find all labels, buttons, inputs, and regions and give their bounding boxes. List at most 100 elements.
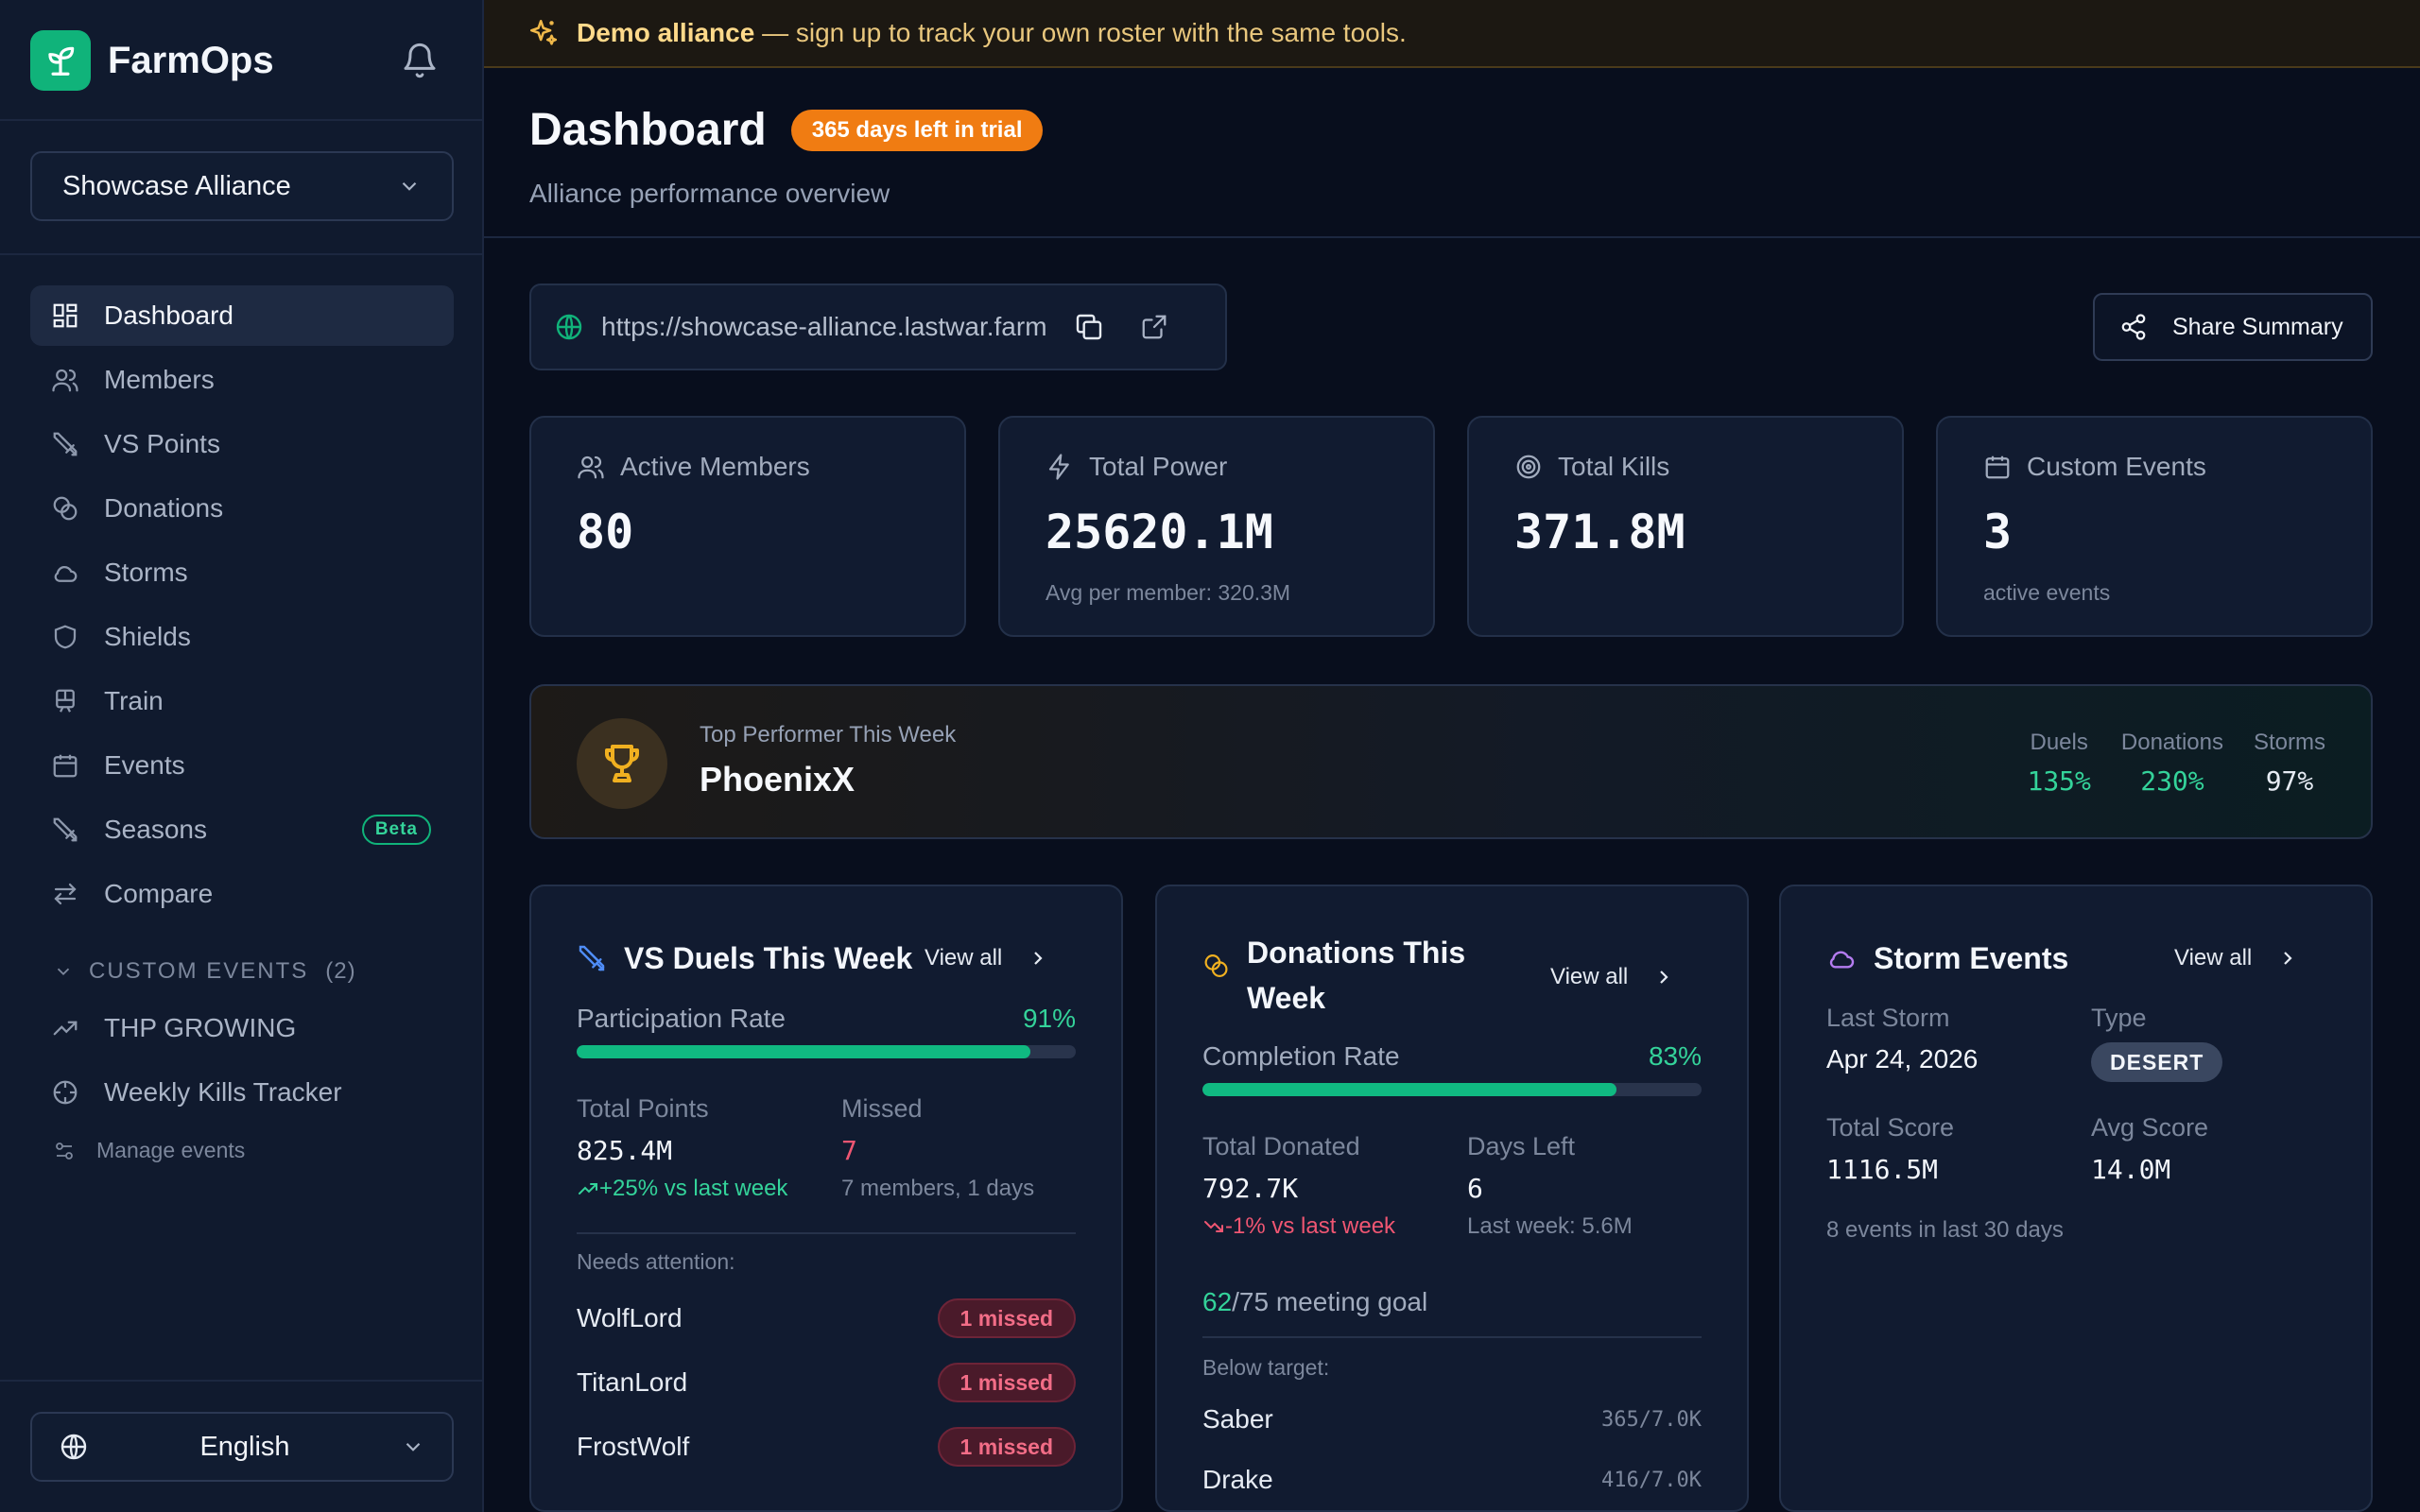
top-performer-stat: Storms 97% xyxy=(2254,730,2325,797)
progress-fill xyxy=(1202,1083,1617,1096)
view-all-link[interactable]: View all xyxy=(1550,964,1675,990)
kv-label: Total Score xyxy=(1826,1113,1955,1142)
list-item[interactable]: FrostWolf 1 missed xyxy=(577,1427,1076,1467)
chevron-right-icon xyxy=(2284,952,2292,965)
share-summary-button[interactable]: Share Summary xyxy=(2093,293,2373,361)
banner-text: — sign up to track your own roster with … xyxy=(754,18,1407,47)
card-title: VS Duels This Week xyxy=(624,941,913,975)
copy-icon[interactable] xyxy=(1074,312,1104,342)
list-item[interactable]: WolfLord 1 missed xyxy=(577,1298,1076,1338)
stat-label: Custom Events xyxy=(2027,452,2206,481)
demo-banner: Demo alliance — sign up to track your ow… xyxy=(484,0,2420,68)
storm-events-card: Storm Events View all Last Storm Apr 24,… xyxy=(1779,885,2373,1512)
coins-icon xyxy=(53,496,78,521)
member-name: TitanLord xyxy=(577,1367,688,1397)
top-performer-name: PhoenixX xyxy=(700,760,856,799)
sidebar-item-shields[interactable]: Shields xyxy=(30,607,454,667)
stat-label: Donations xyxy=(2120,730,2223,755)
brand[interactable]: FarmOps xyxy=(30,30,274,91)
crosshair-icon xyxy=(53,1080,78,1105)
kv-value: 7 xyxy=(841,1135,857,1166)
trophy-icon xyxy=(577,718,667,809)
stat-card-active-members: Active Members 80 xyxy=(529,416,966,637)
kv-value: 14.0M xyxy=(2091,1154,2171,1185)
rate-label: Completion Rate xyxy=(1202,1041,1400,1071)
sidebar-item-label: THP GROWING xyxy=(104,1013,297,1042)
sidebar-item-train[interactable]: Train xyxy=(30,671,454,731)
kv-detail: Last week: 5.6M xyxy=(1467,1213,1633,1239)
dashboard-icon xyxy=(53,303,78,328)
storm-type-badge: DESERT xyxy=(2091,1042,2223,1082)
sidebar-divider xyxy=(0,1380,482,1382)
alliance-url[interactable]: https://showcase-alliance.lastwar.farm xyxy=(601,312,1047,341)
sidebar-item-seasons[interactable]: Seasons Beta xyxy=(30,799,454,860)
sidebar-item-label: Donations xyxy=(104,493,224,523)
globe-icon xyxy=(60,1434,87,1460)
trending-up-icon xyxy=(579,1183,597,1194)
custom-events-toggle[interactable]: CUSTOM EVENTS (2) xyxy=(53,958,356,985)
compare-arrows-icon xyxy=(54,883,77,905)
member-name: WolfLord xyxy=(577,1303,683,1332)
sidebar-item-compare[interactable]: Compare xyxy=(30,864,454,924)
alliance-select[interactable]: Showcase Alliance xyxy=(30,151,454,221)
sidebar-item-label: Dashboard xyxy=(104,301,233,330)
bell-icon[interactable] xyxy=(401,42,439,79)
manage-events-label: Manage events xyxy=(96,1138,246,1162)
goal-summary: 62/75 meeting goal xyxy=(1202,1287,1427,1317)
sidebar-item-members[interactable]: Members xyxy=(30,350,454,410)
header-divider xyxy=(484,236,2420,238)
sidebar-item-dashboard[interactable]: Dashboard xyxy=(30,285,454,346)
sidebar-item-vs-points[interactable]: VS Points xyxy=(30,414,454,474)
below-target-label: Below target: xyxy=(1202,1355,1330,1380)
language-select-value: English xyxy=(199,1431,290,1462)
top-performer-stat: Duels 135% xyxy=(2027,730,2090,797)
kv-value: 6 xyxy=(1467,1173,1483,1204)
kv-label: Total Points xyxy=(577,1094,709,1123)
chevron-down-icon xyxy=(57,968,70,976)
view-all-link[interactable]: View all xyxy=(925,945,1049,971)
sliders-icon xyxy=(56,1142,73,1160)
sparkles-icon xyxy=(529,19,558,45)
trending-down-icon xyxy=(1204,1221,1223,1232)
kv-label: Total Donated xyxy=(1202,1132,1360,1160)
manage-events-link[interactable]: Manage events xyxy=(53,1138,245,1163)
list-item[interactable]: TitanLord 1 missed xyxy=(577,1363,1076,1402)
sidebar-item-weekly-kills-tracker[interactable]: Weekly Kills Tracker xyxy=(30,1062,454,1123)
external-link-icon[interactable] xyxy=(1140,313,1168,341)
stat-value: 135% xyxy=(2027,765,2091,797)
list-item[interactable]: Saber 365/7.0K xyxy=(1202,1404,1702,1435)
chevron-right-icon xyxy=(1660,971,1668,984)
sidebar-item-events[interactable]: Events xyxy=(30,735,454,796)
sidebar-item-label: Members xyxy=(104,365,215,394)
swords-icon xyxy=(53,817,78,842)
view-all-link[interactable]: View all xyxy=(2174,945,2299,971)
top-performer-label: Top Performer This Week xyxy=(700,722,957,747)
sprout-logo-icon xyxy=(30,30,91,91)
page-title: Dashboard xyxy=(529,105,767,155)
completion-rate: Completion Rate 83% xyxy=(1202,1041,1702,1072)
sidebar: FarmOps Showcase Alliance Dashboard Memb… xyxy=(0,0,484,1512)
chevron-down-icon xyxy=(406,1442,421,1452)
stat-label: Storms xyxy=(2253,730,2325,755)
kv-value: 792.7K xyxy=(1202,1173,1299,1204)
language-select[interactable]: English xyxy=(30,1412,454,1482)
sidebar-item-label: Events xyxy=(104,750,185,780)
kv-label: Days Left xyxy=(1467,1132,1576,1160)
custom-events-list: THP GROWING Weekly Kills Tracker xyxy=(30,998,454,1126)
vs-duels-card: VS Duels This Week View all Participatio… xyxy=(529,885,1123,1512)
globe-icon xyxy=(556,314,582,340)
sidebar-item-thp-growing[interactable]: THP GROWING xyxy=(30,998,454,1058)
kv-label: Type xyxy=(2091,1004,2147,1032)
donation-amount: 365/7.0K xyxy=(1601,1407,1702,1432)
sidebar-item-donations[interactable]: Donations xyxy=(30,478,454,539)
stat-card-total-power: Total Power 25620.1M Avg per member: 320… xyxy=(998,416,1435,637)
kv-value: Apr 24, 2026 xyxy=(1826,1044,1979,1074)
list-item[interactable]: Drake 416/7.0K xyxy=(1202,1465,1702,1495)
delta-text: +25% vs last week xyxy=(599,1176,788,1201)
member-name: Drake xyxy=(1202,1465,1273,1494)
stat-sub: Avg per member: 320.3M xyxy=(1046,580,1291,605)
calendar-icon xyxy=(53,754,78,778)
total-score: Total Score 1116.5M xyxy=(1826,1113,1954,1185)
sidebar-item-storms[interactable]: Storms xyxy=(30,542,454,603)
page-header: Dashboard 365 days left in trial Allianc… xyxy=(529,104,1044,209)
